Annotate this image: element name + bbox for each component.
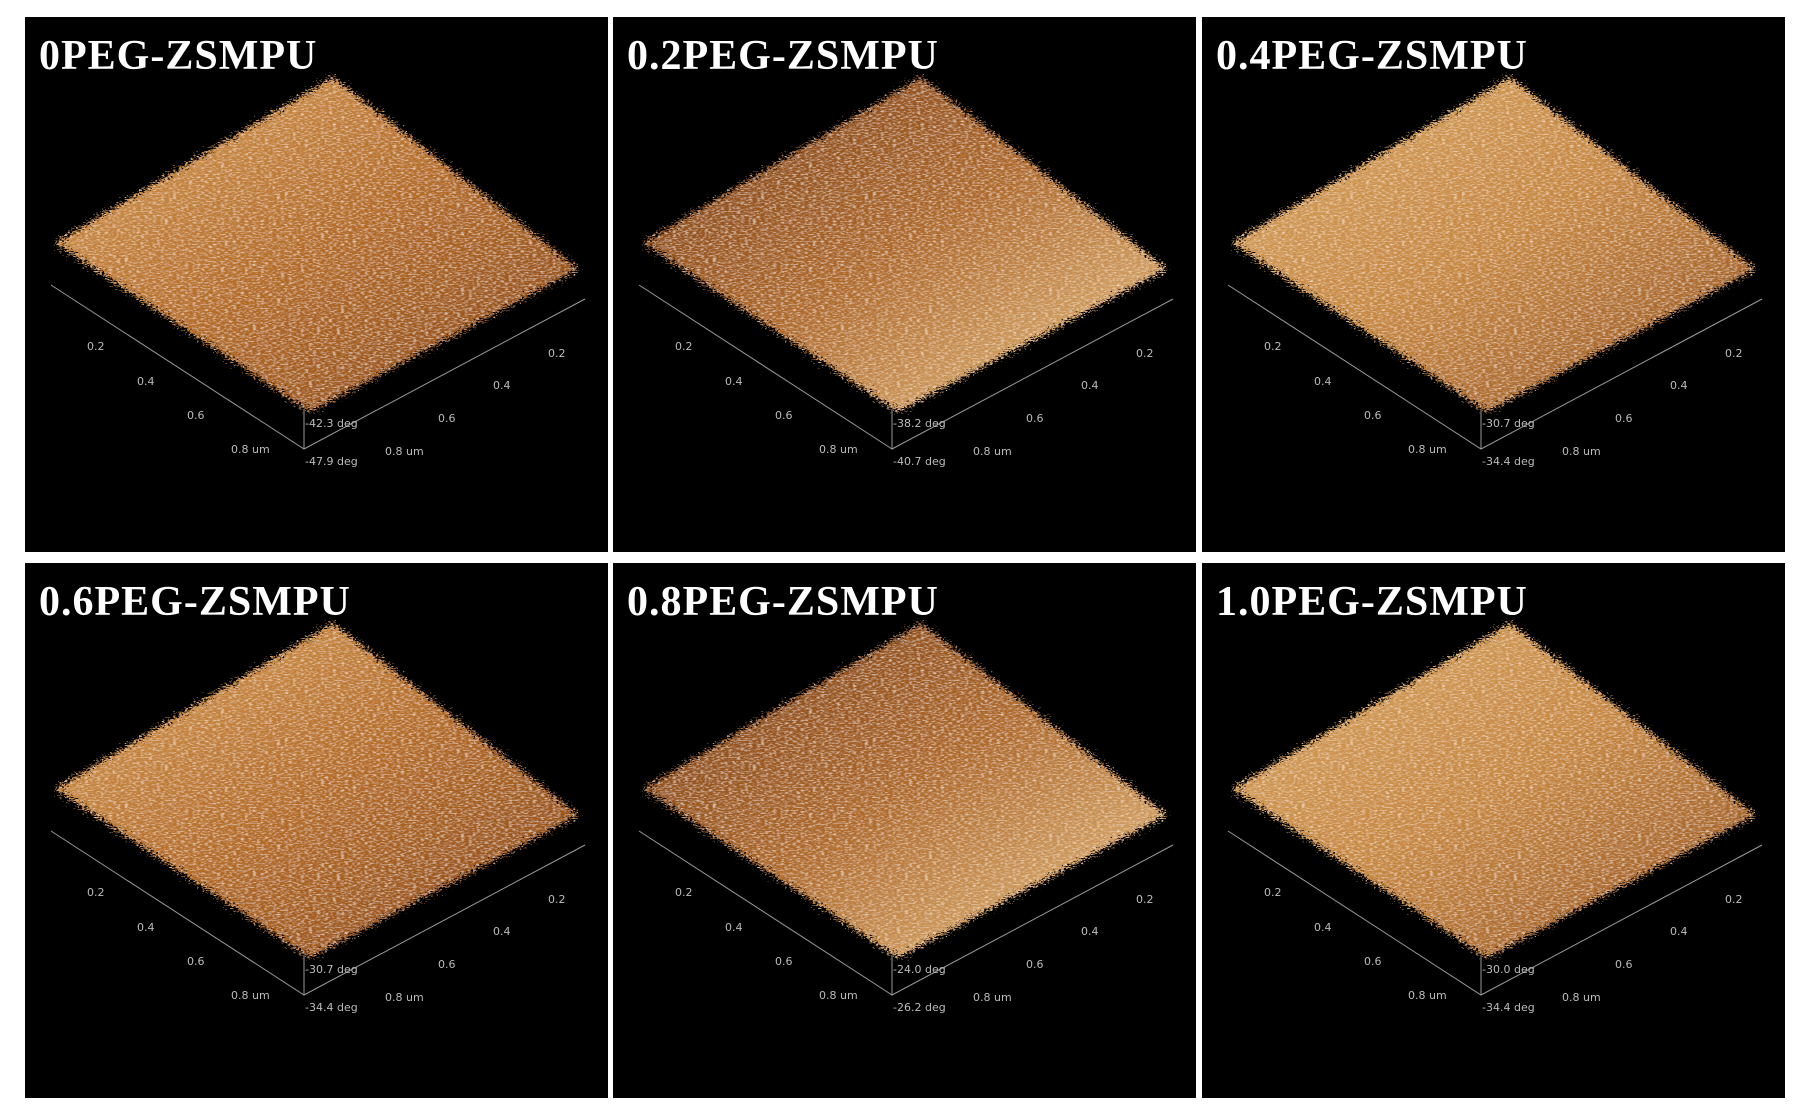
afm-panel: 0.4PEG-ZSMPU 0.2 0.4 0.6 0.8 um 0.2 0.4 0.6 0.8 … [1202, 17, 1785, 552]
z-label: -24.0 deg [893, 963, 946, 976]
left-tick-label: 0.8 um [231, 989, 270, 1002]
panel-title: 0PEG-ZSMPU [39, 33, 317, 79]
axis-lines [638, 284, 1174, 450]
afm-panel: 0PEG-ZSMPU 0.2 0.4 0.6 0.8 um 0.2 0.4 0.6 0.8 um… [25, 17, 608, 552]
right-tick-label: 0.2 [1136, 893, 1154, 906]
afm-surface [55, 623, 579, 958]
left-tick-label: 0.4 [137, 921, 155, 934]
right-tick-label: 0.6 [1615, 958, 1633, 971]
left-tick-label: 0.6 [775, 409, 793, 422]
right-tick-label: 0.2 [1725, 347, 1743, 360]
right-tick-label: 0.6 [1615, 412, 1633, 425]
panel-title: 0.4PEG-ZSMPU [1216, 33, 1528, 79]
right-tick-label: 0.6 [1026, 958, 1044, 971]
afm-panel: 0.2PEG-ZSMPU 0.2 0.4 0.6 0.8 um 0.2 0.4 0.6 0.8 … [613, 17, 1196, 552]
panel-title: 0.2PEG-ZSMPU [627, 33, 939, 79]
left-tick-label: 0.2 [1264, 340, 1282, 353]
axis-lines [638, 830, 1174, 996]
z-label: -34.4 deg [1482, 1001, 1535, 1014]
right-tick-label: 0.4 [1081, 925, 1099, 938]
right-tick-label: 0.2 [548, 893, 566, 906]
afm-panel: 0.8PEG-ZSMPU 0.2 0.4 0.6 0.8 um 0.2 0.4 0.6 0.8 … [613, 563, 1196, 1098]
right-tick-label: 0.8 um [385, 991, 424, 1004]
right-tick-label: 0.8 um [973, 445, 1012, 458]
z-label: -26.2 deg [893, 1001, 946, 1014]
z-label: -34.4 deg [1482, 455, 1535, 468]
right-tick-label: 0.4 [1081, 379, 1099, 392]
afm-panel: 1.0PEG-ZSMPU 0.2 0.4 0.6 0.8 um 0.2 0.4 0.6 0.8 … [1202, 563, 1785, 1098]
z-label: -30.0 deg [1482, 963, 1535, 976]
left-tick-label: 0.4 [725, 921, 743, 934]
left-tick-label: 0.2 [87, 886, 105, 899]
right-tick-label: 0.8 um [385, 445, 424, 458]
right-tick-label: 0.8 um [1562, 991, 1601, 1004]
left-tick-label: 0.8 um [819, 989, 858, 1002]
left-tick-label: 0.4 [725, 375, 743, 388]
left-tick-label: 0.6 [775, 955, 793, 968]
left-tick-label: 0.8 um [819, 443, 858, 456]
left-tick-label: 0.2 [675, 886, 693, 899]
z-label: -30.7 deg [1482, 417, 1535, 430]
z-label: -47.9 deg [305, 455, 358, 468]
left-tick-label: 0.6 [1364, 955, 1382, 968]
left-tick-label: 0.8 um [1408, 989, 1447, 1002]
left-tick-label: 0.6 [187, 409, 205, 422]
z-label: -40.7 deg [893, 455, 946, 468]
panel-title: 1.0PEG-ZSMPU [1216, 579, 1528, 625]
axis-lines [50, 830, 586, 996]
right-tick-label: 0.6 [1026, 412, 1044, 425]
right-tick-label: 0.4 [493, 925, 511, 938]
left-tick-label: 0.4 [137, 375, 155, 388]
z-label: -42.3 deg [305, 417, 358, 430]
right-tick-label: 0.4 [493, 379, 511, 392]
left-tick-label: 0.4 [1314, 375, 1332, 388]
right-tick-label: 0.2 [548, 347, 566, 360]
left-tick-label: 0.6 [187, 955, 205, 968]
z-label: -30.7 deg [305, 963, 358, 976]
afm-surface [643, 77, 1167, 412]
afm-surface [643, 623, 1167, 958]
right-tick-label: 0.8 um [1562, 445, 1601, 458]
right-tick-label: 0.6 [438, 412, 456, 425]
axis-lines [1227, 830, 1763, 996]
left-tick-label: 0.2 [87, 340, 105, 353]
right-tick-label: 0.2 [1725, 893, 1743, 906]
right-tick-label: 0.8 um [973, 991, 1012, 1004]
right-tick-label: 0.6 [438, 958, 456, 971]
left-tick-label: 0.2 [1264, 886, 1282, 899]
z-label: -34.4 deg [305, 1001, 358, 1014]
left-tick-label: 0.8 um [1408, 443, 1447, 456]
left-tick-label: 0.4 [1314, 921, 1332, 934]
afm-surface [1232, 77, 1756, 412]
panel-title: 0.8PEG-ZSMPU [627, 579, 939, 625]
right-tick-label: 0.4 [1670, 925, 1688, 938]
left-tick-label: 0.8 um [231, 443, 270, 456]
afm-surface [55, 77, 579, 412]
afm-panel: 0.6PEG-ZSMPU 0.2 0.4 0.6 0.8 um 0.2 0.4 0.6 0.8 … [25, 563, 608, 1098]
axis-lines [50, 284, 586, 450]
z-label: -38.2 deg [893, 417, 946, 430]
left-tick-label: 0.6 [1364, 409, 1382, 422]
afm-surface [1232, 623, 1756, 958]
right-tick-label: 0.2 [1136, 347, 1154, 360]
right-tick-label: 0.4 [1670, 379, 1688, 392]
panel-title: 0.6PEG-ZSMPU [39, 579, 351, 625]
left-tick-label: 0.2 [675, 340, 693, 353]
axis-lines [1227, 284, 1763, 450]
